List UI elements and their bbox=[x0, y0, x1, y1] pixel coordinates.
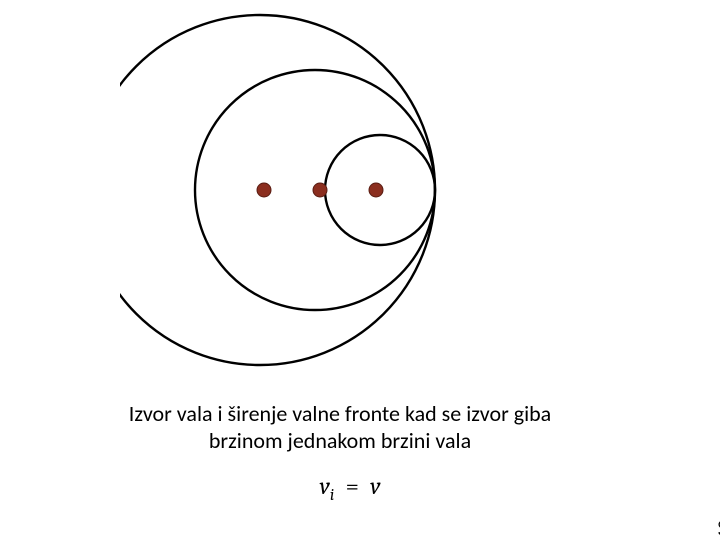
side-credit: Izv. prof. Rajka Jurdana Šepić, Fizika 2… bbox=[714, 520, 720, 540]
equation-sub1: i bbox=[330, 486, 334, 505]
equation: vi = v bbox=[250, 472, 450, 505]
source-dot-2 bbox=[369, 183, 383, 197]
source-dot-1 bbox=[313, 183, 327, 197]
wavefront-diagram bbox=[120, 10, 560, 380]
wavefront-svg bbox=[120, 10, 560, 380]
side-credit-text: Izv. prof. Rajka Jurdana Šepić, Fizika 2… bbox=[714, 520, 720, 540]
wavefront-circle-0 bbox=[120, 15, 435, 365]
equation-var2: v bbox=[370, 472, 380, 500]
source-dot-0 bbox=[257, 183, 271, 197]
caption-line2: brzinom jednakom brzini vala bbox=[80, 427, 600, 454]
equation-var1: v bbox=[320, 472, 330, 500]
equation-eq: = bbox=[340, 472, 365, 500]
caption-text: Izvor vala i širenje valne fronte kad se… bbox=[80, 400, 600, 454]
caption-line1: Izvor vala i širenje valne fronte kad se… bbox=[80, 400, 600, 427]
